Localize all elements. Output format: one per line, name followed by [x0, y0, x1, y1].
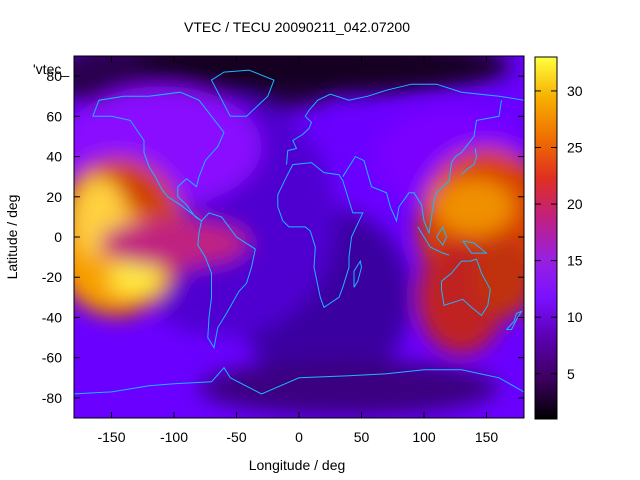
y-tick-label: 40 [46, 149, 62, 165]
x-tick-label: 0 [295, 429, 303, 445]
coastline [436, 225, 448, 246]
x-tick-label: 100 [412, 429, 436, 445]
x-tick-label: 150 [475, 429, 499, 445]
y-tick-label: 20 [46, 189, 62, 205]
y-tick-label: -60 [42, 350, 62, 366]
x-tick-label: -100 [160, 429, 188, 445]
coastline [461, 148, 478, 176]
y-tick-label: -80 [42, 390, 62, 406]
y-tick-label: 60 [46, 108, 62, 124]
x-axis-ticks: -150 -100 -50 0 50 100 150 [97, 56, 498, 445]
colorbar-tick-label: 20 [567, 196, 583, 212]
x-tick-label: -50 [226, 429, 246, 445]
coastline [353, 259, 363, 288]
colorbar-tick-label: 25 [567, 140, 583, 156]
tec-region [136, 56, 512, 95]
coastline [92, 91, 225, 222]
legend-label: 'vtec_ [33, 61, 69, 77]
coastlines [74, 69, 524, 395]
x-axis-label: Longitude / deg [249, 457, 346, 473]
chart-title: VTEC / TECU 20090211_042.07200 [184, 19, 410, 35]
coastline [462, 240, 488, 254]
coastline [210, 69, 275, 117]
tec-region [199, 359, 499, 416]
coastline [506, 310, 523, 330]
tec-region [434, 178, 514, 235]
colorbar-tick-label: 30 [567, 83, 583, 99]
colorbar-tick-label: 15 [567, 253, 583, 269]
tec-region [99, 218, 249, 268]
tec-region [474, 237, 524, 318]
tec-region [109, 257, 164, 298]
y-axis-ticks: -80 -60 -40 -20 0 20 40 60 80 [42, 68, 524, 406]
coastline [277, 162, 364, 309]
x-tick-label: -150 [97, 429, 125, 445]
coastline [441, 258, 491, 317]
coastline [342, 100, 502, 235]
coastline [74, 366, 524, 395]
coastline [197, 212, 256, 349]
heatmap-area [74, 56, 524, 418]
colorbar [534, 56, 558, 420]
y-tick-label: 0 [54, 229, 62, 245]
colorbar-tick-label: 5 [567, 366, 575, 382]
y-tick-label: -40 [42, 309, 62, 325]
y-axis-label: Latitude / deg [4, 195, 20, 280]
coastline [417, 226, 450, 256]
coastline [286, 83, 524, 165]
y-tick-label: -20 [42, 269, 62, 285]
colorbar-tick-label: 10 [567, 309, 583, 325]
y-tick-label: 80 [46, 68, 62, 84]
tec-field [74, 56, 524, 416]
colorbar-ticks: 5 10 15 20 25 30 [535, 83, 583, 382]
x-tick-label: 50 [354, 429, 370, 445]
